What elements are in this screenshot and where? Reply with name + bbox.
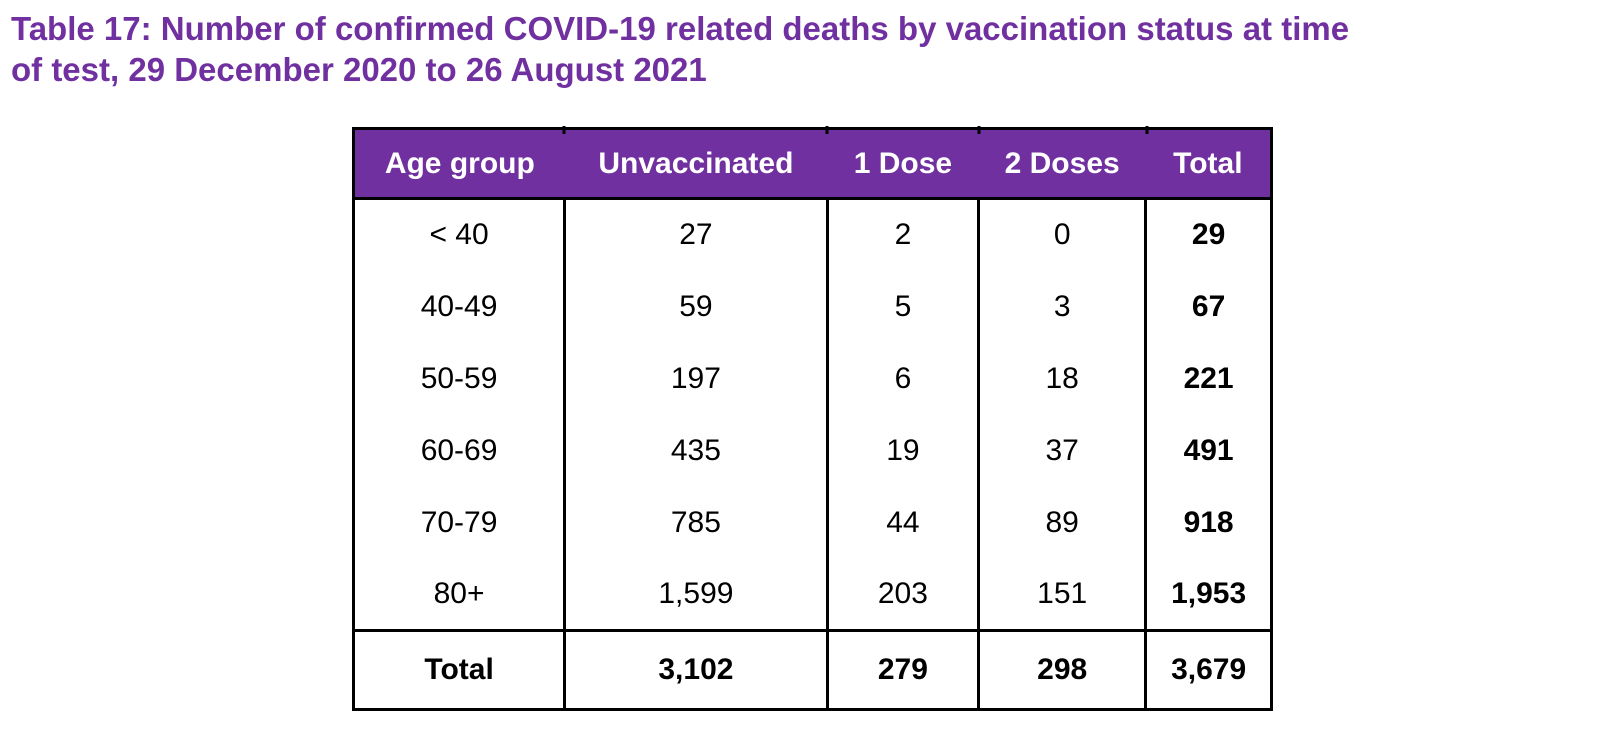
table-row: < 40 27 2 0 29 xyxy=(354,198,1272,271)
value-cell: 1,953 xyxy=(1144,558,1272,631)
col-header-1-dose: 1 Dose xyxy=(827,128,979,200)
table-row: 50-59 197 6 18 221 xyxy=(354,342,1272,415)
value-cell: 5 xyxy=(825,270,979,343)
value-cell: 3,102 xyxy=(563,629,828,710)
value-cell: 0 xyxy=(977,198,1146,271)
age-group-cell: 60-69 xyxy=(420,433,498,467)
col-header-total: Total xyxy=(1145,128,1272,200)
table-row: 80+ 1,599 203 151 1,953 xyxy=(354,558,1272,631)
value-cell: 37 xyxy=(977,414,1146,487)
table-row: 70-79 785 44 89 918 xyxy=(354,486,1272,559)
value-cell: 29 xyxy=(1144,198,1272,271)
age-group-cell: 80+ xyxy=(433,576,485,610)
value-cell: 151 xyxy=(977,558,1146,631)
age-group-cell: 50-59 xyxy=(420,361,498,395)
value-cell: 89 xyxy=(977,486,1146,559)
table-row: 60-69 435 19 37 491 xyxy=(354,414,1272,487)
value-cell: 44 xyxy=(825,486,979,559)
value-cell: 918 xyxy=(1144,486,1272,559)
table-caption: Table 17: Number of confirmed COVID-19 r… xyxy=(11,10,1350,88)
value-cell: 221 xyxy=(1144,342,1272,415)
value-cell: 19 xyxy=(825,414,979,487)
age-group-cell: Total xyxy=(353,629,565,710)
column-divider-tick xyxy=(825,126,829,134)
value-cell: 785 xyxy=(563,486,828,559)
value-cell: 6 xyxy=(825,342,979,415)
value-cell: 59 xyxy=(563,270,828,343)
age-group-cell: 40-49 xyxy=(420,289,498,323)
value-cell: 203 xyxy=(825,558,979,631)
value-cell: 491 xyxy=(1144,414,1272,487)
total-row: Total 3,102 279 298 3,679 xyxy=(353,629,1272,710)
value-cell: 3,679 xyxy=(1144,629,1272,710)
value-cell: 67 xyxy=(1144,270,1272,343)
age-group-cell: 70-79 xyxy=(420,505,498,539)
table-body: < 40 27 2 0 29 40-49 59 5 3 67 50-59 197 6 18 221 60-69… xyxy=(354,198,1272,631)
value-cell: 18 xyxy=(977,342,1146,415)
age-group-cell: < 40 xyxy=(429,218,489,252)
data-table: Age group Unvaccinated 1 Dose 2 Doses To… xyxy=(352,127,1273,711)
column-divider-tick xyxy=(1145,126,1149,134)
value-cell: 3 xyxy=(977,270,1146,343)
col-header-age-group: Age group xyxy=(353,128,565,200)
value-cell: 27 xyxy=(563,198,828,271)
value-cell: 435 xyxy=(563,414,828,487)
covid-deaths-table: Age group Unvaccinated 1 Dose 2 Doses To… xyxy=(352,126,1273,711)
value-cell: 279 xyxy=(825,629,979,710)
value-cell: 2 xyxy=(825,198,979,271)
col-header-2-doses: 2 Doses xyxy=(978,128,1146,200)
header-row: Age group Unvaccinated 1 Dose 2 Doses To… xyxy=(353,128,1272,200)
value-cell: 298 xyxy=(977,629,1146,710)
column-divider-tick xyxy=(562,126,566,134)
value-cell: 1,599 xyxy=(563,558,828,631)
column-divider-tick xyxy=(977,126,981,134)
table-row: 40-49 59 5 3 67 xyxy=(354,270,1272,343)
value-cell: 197 xyxy=(563,342,828,415)
col-header-unvaccinated: Unvaccinated xyxy=(564,128,828,200)
